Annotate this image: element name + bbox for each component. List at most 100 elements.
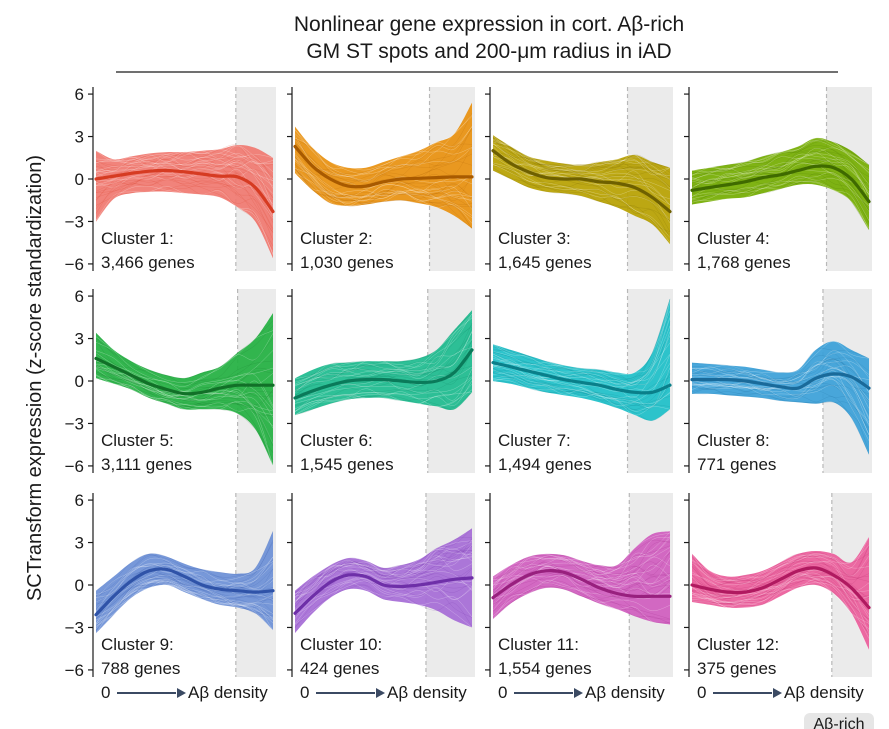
gene-trace-line <box>492 535 671 584</box>
gene-trace-line <box>691 139 870 175</box>
gene-trace-line <box>691 180 870 229</box>
gene-trace-line <box>691 169 870 207</box>
gene-trace-line <box>95 185 274 255</box>
gene-trace-line <box>294 538 473 602</box>
gene-trace-line <box>95 377 274 467</box>
cluster-name-label: Cluster 4: <box>697 229 770 248</box>
figure-title: Nonlinear gene expression in cort. Aβ-ri… <box>116 13 838 73</box>
gene-trace-line <box>95 363 274 427</box>
gene-trace-line <box>294 544 473 604</box>
gene-trace-line <box>492 165 671 222</box>
gene-trace-line <box>492 368 671 411</box>
mean-trend-line <box>293 348 474 400</box>
expression-envelope <box>96 531 273 634</box>
gene-trace-line <box>294 325 473 393</box>
gene-trace-line <box>294 167 473 209</box>
aβ-rich-badge-background <box>804 713 874 729</box>
gene-trace-line <box>294 557 473 601</box>
gene-trace-line <box>492 140 671 174</box>
gene-trace-line <box>294 173 473 204</box>
gene-trace-line <box>691 341 870 373</box>
gene-trace-line <box>492 321 671 385</box>
gene-trace-line <box>95 145 274 179</box>
gene-trace-line <box>95 338 274 385</box>
gene-trace-line <box>294 380 473 410</box>
mean-trend-line <box>94 356 275 396</box>
gene-trace-line <box>294 551 473 607</box>
gene-trace-line <box>492 342 671 386</box>
expression-envelope <box>493 135 670 245</box>
gene-trace-line <box>691 159 870 201</box>
gene-trace-line <box>492 298 671 375</box>
gene-trace-line <box>95 159 274 194</box>
gene-trace-line <box>294 158 473 198</box>
gene-trace-line <box>691 358 870 402</box>
y-tick-label: 3 <box>75 534 84 553</box>
gene-trace-line <box>95 337 274 390</box>
gene-trace-line <box>95 352 274 392</box>
gene-trace-line <box>95 149 274 164</box>
gene-trace-line <box>492 144 671 191</box>
gene-trace-line <box>691 175 870 212</box>
gene-trace-line <box>691 148 870 193</box>
gene-trace-line <box>492 140 671 177</box>
y-tick-label: 0 <box>75 576 84 595</box>
gene-trace-line <box>492 532 671 579</box>
gene-trace-line <box>691 153 870 185</box>
gene-trace-line <box>294 541 473 598</box>
gene-trace-line <box>492 310 671 375</box>
gene-trace-line <box>294 310 473 383</box>
gene-trace-line <box>95 580 274 631</box>
gene-trace-line <box>492 365 671 409</box>
cluster-gene-count-label: 1,645 genes <box>498 253 592 272</box>
gene-trace-line <box>95 156 274 182</box>
gene-trace-line <box>95 186 274 255</box>
gene-trace-line <box>294 126 473 176</box>
gene-trace-line <box>492 141 671 180</box>
gene-trace-line <box>95 580 274 627</box>
gene-trace-line <box>691 383 870 430</box>
gene-trace-line <box>294 156 473 205</box>
gene-trace-line <box>691 360 870 383</box>
mean-trend-line <box>293 144 474 189</box>
gene-trace-line <box>492 378 671 412</box>
y-axis-label: SCTransform expression (z-score standard… <box>24 155 46 601</box>
cluster-name-label: Cluster 10: <box>300 635 382 654</box>
mean-trend-line <box>690 164 871 204</box>
cluster-name-label: Cluster 9: <box>101 635 174 654</box>
gene-trace-line <box>691 375 870 436</box>
gene-trace-line <box>95 566 274 610</box>
y-tick-label: 6 <box>75 287 84 306</box>
panel-cluster-7: Cluster 7: 1,494 genes <box>485 289 673 474</box>
gene-trace-line <box>294 113 473 175</box>
gene-trace-line <box>294 158 473 198</box>
gene-trace-line <box>492 369 671 402</box>
gene-trace-line <box>294 555 473 596</box>
gene-trace-line <box>294 547 473 596</box>
x-axis-end-label: Aβ density <box>784 683 864 702</box>
gene-trace-line <box>95 357 274 408</box>
gene-trace-line <box>294 313 473 386</box>
gene-trace-line <box>294 139 473 183</box>
gene-trace-line <box>492 585 671 624</box>
gene-trace-line <box>492 138 671 172</box>
gene-trace-line <box>294 317 473 380</box>
arrow-right-icon <box>177 688 186 698</box>
arrow-right-icon <box>376 688 385 698</box>
gene-trace-line <box>492 143 671 180</box>
gene-trace-line <box>294 160 473 219</box>
gene-trace-line <box>95 562 274 603</box>
gene-trace-line <box>492 537 671 586</box>
x-axis-start-label: 0 <box>101 683 110 702</box>
gene-trace-line <box>95 581 274 618</box>
gene-trace-line <box>95 144 274 168</box>
gene-traces <box>691 536 870 651</box>
gene-trace-line <box>691 151 870 191</box>
cluster-gene-count-label: 771 genes <box>697 455 776 474</box>
gene-trace-line <box>95 150 274 164</box>
gene-trace-line <box>95 371 274 447</box>
cluster-name-label: Cluster 12: <box>697 635 779 654</box>
gene-trace-line <box>691 177 870 224</box>
gene-trace-line <box>294 548 473 597</box>
expression-envelope <box>692 137 869 230</box>
